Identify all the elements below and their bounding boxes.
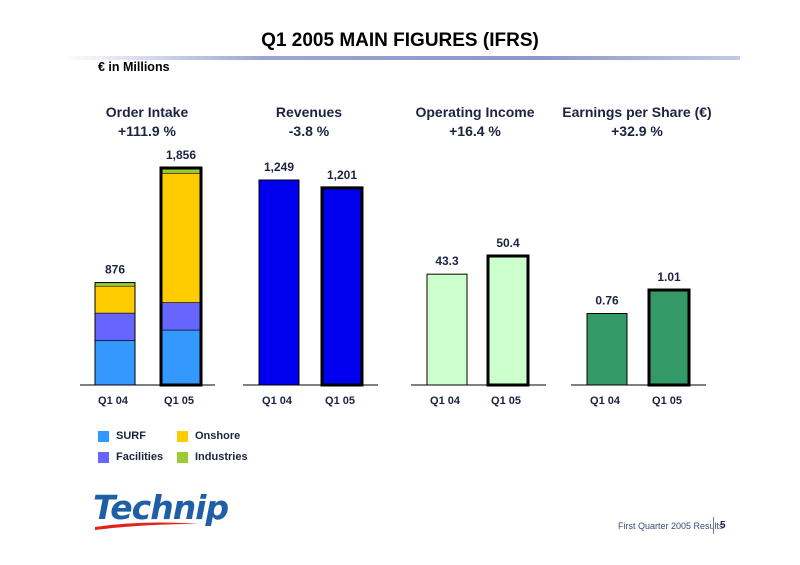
technip-logo: Technip — [93, 488, 229, 527]
revenues-title: Revenues — [275, 104, 343, 120]
legend-label-surf: SURF — [116, 430, 146, 442]
bar-value-label-1-0: 1,249 — [264, 160, 294, 174]
bar-segment-facilities-0 — [94, 312, 136, 341]
bar-value-label-1-1: 1,201 — [327, 168, 357, 182]
legend-item-surf: SURF — [98, 430, 146, 442]
bar-segment-onshore-0 — [94, 285, 136, 314]
bar-value-label-2-0: 43.3 — [435, 254, 459, 268]
legend-swatch-surf — [98, 430, 109, 442]
footer-text: First Quarter 2005 Results — [618, 521, 724, 531]
bar-segment-surf-1 — [160, 329, 202, 386]
bar-1-1 — [320, 186, 364, 387]
bar-segment-industries-0 — [94, 282, 136, 287]
bar-value-label-2-1: 50.4 — [496, 236, 520, 250]
x-tick-label-1-1: Q1 05 — [325, 395, 355, 407]
legend-swatch-onshore — [177, 430, 188, 442]
units-label: € in Millions — [98, 60, 170, 74]
order-intake-title: Order Intake — [105, 104, 189, 120]
bar-segment-onshore-1 — [160, 172, 202, 303]
bar-outline-1 — [159, 166, 203, 387]
x-tick-label-2-1: Q1 05 — [491, 395, 521, 407]
revenues-header: Revenues -3.8 % — [209, 103, 409, 141]
order-intake-header: Order Intake +111.9 % — [47, 103, 247, 141]
title-rule — [62, 56, 740, 60]
legend-item-facilities: Facilities — [98, 451, 163, 463]
x-tick-label-3-0: Q1 04 — [590, 395, 621, 407]
legend-item-industries: Industries — [177, 451, 248, 463]
legend-swatch-industries — [177, 451, 188, 463]
logo-swoosh-icon — [95, 522, 199, 530]
operating-income-title: Operating Income — [415, 104, 535, 120]
revenues-change: -3.8 % — [288, 123, 330, 139]
page-number: 5 — [720, 520, 726, 531]
x-tick-label-0-0: Q1 04 — [98, 395, 129, 407]
bar-3-0 — [586, 313, 628, 386]
legend-item-onshore: Onshore — [177, 430, 240, 442]
eps-title: Earnings per Share (€) — [562, 104, 712, 120]
x-tick-label-2-0: Q1 04 — [430, 395, 461, 407]
legend-label-industries: Industries — [195, 451, 248, 463]
bar-value-label-3-0: 0.76 — [595, 294, 619, 308]
footer-separator — [713, 517, 714, 534]
operating-income-change: +16.4 % — [449, 123, 501, 139]
bar-3-1 — [647, 288, 691, 387]
bar-outline-0 — [94, 282, 136, 386]
bar-2-1 — [486, 254, 530, 387]
bar-segment-facilities-1 — [160, 302, 202, 331]
x-tick-label-3-1: Q1 05 — [652, 395, 682, 407]
page-title: Q1 2005 MAIN FIGURES (IFRS) — [261, 30, 539, 51]
eps-header: Earnings per Share (€) +32.9 % — [537, 103, 737, 141]
bar-value-label-3-1: 1.01 — [657, 270, 681, 284]
bar-segment-surf-0 — [94, 340, 136, 386]
legend-swatch-facilities — [98, 451, 109, 463]
legend-label-onshore: Onshore — [195, 430, 241, 442]
legend-label-facilities: Facilities — [116, 451, 164, 463]
operating-income-header: Operating Income +16.4 % — [375, 103, 575, 141]
bar-1-0 — [258, 179, 300, 386]
x-tick-label-1-0: Q1 04 — [262, 395, 293, 407]
order-intake-change: +111.9 % — [117, 123, 176, 139]
bar-total-label-1: 1,856 — [166, 148, 196, 162]
bar-total-label-0: 876 — [105, 263, 125, 277]
eps-change: +32.9 % — [611, 123, 663, 139]
bar-2-0 — [426, 273, 468, 386]
x-tick-label-0-1: Q1 05 — [164, 395, 194, 407]
